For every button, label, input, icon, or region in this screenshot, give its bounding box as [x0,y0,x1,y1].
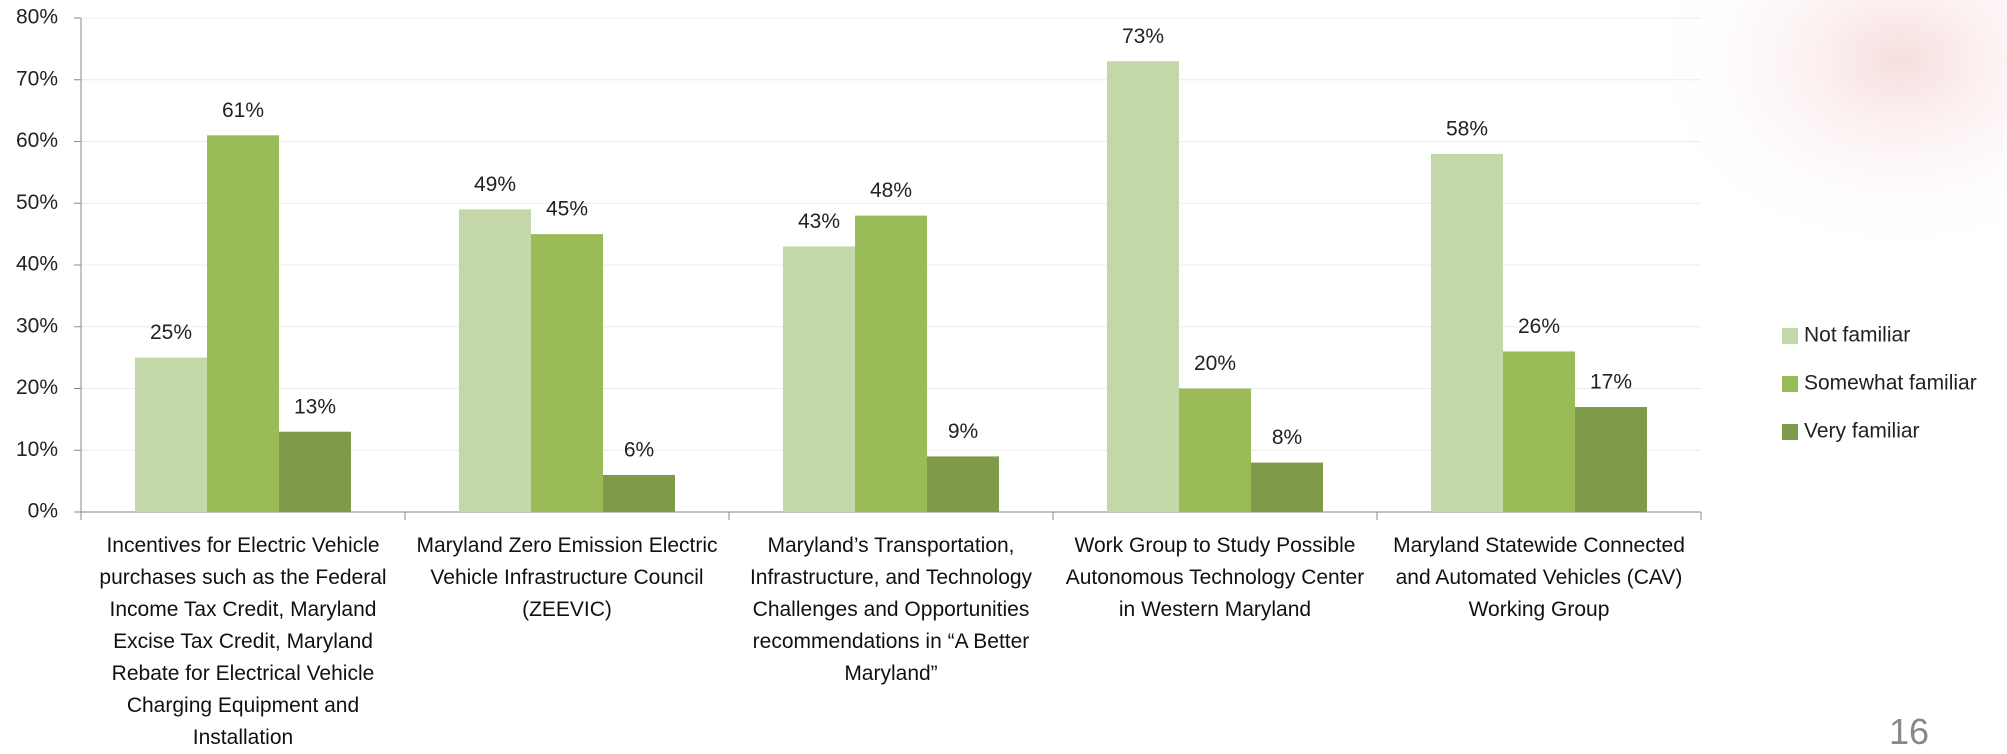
background-decoration [1640,0,2007,260]
value-label: 20% [1194,352,1236,375]
x-tick-label: Maryland Statewide Connected and Automat… [1393,534,1685,621]
value-label: 6% [624,438,654,461]
bar [1179,388,1251,512]
y-tick-label: 60% [16,129,58,152]
bar [207,135,279,512]
bar [459,209,531,513]
y-tick-label: 30% [16,314,58,337]
bar [855,215,927,512]
page-number: 16 [1888,711,1929,752]
value-label: 9% [948,420,978,443]
bar [279,431,351,512]
value-label: 49% [474,173,516,196]
y-tick-label: 20% [16,376,58,399]
y-tick-label: 50% [16,191,58,214]
bar [531,234,603,512]
value-label: 48% [870,179,912,202]
x-tick-label: Incentives for Electric Vehicle purchase… [99,534,387,749]
value-label: 43% [798,210,840,233]
value-label: 58% [1446,117,1488,140]
bar [1575,407,1647,512]
bar [1503,351,1575,512]
y-tick-label: 10% [16,438,58,461]
legend-label: Very familiar [1804,420,1920,443]
legend-swatch [1782,376,1798,392]
value-label: 61% [222,99,264,122]
value-label: 25% [150,321,192,344]
bar [1251,462,1323,512]
x-tick-label: Maryland’s Transportation, Infrastructur… [749,534,1033,685]
value-label: 73% [1122,25,1164,48]
value-label: 26% [1518,315,1560,338]
bar [1107,61,1179,512]
bar [603,474,675,512]
value-label: 8% [1272,426,1302,449]
y-tick-label: 80% [16,6,58,29]
legend-label: Somewhat familiar [1804,372,1977,395]
y-tick-label: 40% [16,253,58,276]
x-tick-label: Work Group to Study Possible Autonomous … [1065,534,1365,621]
bar [135,357,207,512]
value-label: 45% [546,198,588,221]
y-tick-label: 0% [28,500,58,523]
legend-swatch [1782,328,1798,344]
legend-swatch [1782,424,1798,440]
bar [1431,153,1503,512]
value-label: 13% [294,395,336,418]
x-tick-label: Maryland Zero Emission Electric Vehicle … [416,534,718,621]
bar [783,246,855,512]
bar [927,456,999,512]
legend-label: Not familiar [1804,324,1910,347]
value-label: 17% [1590,371,1632,394]
y-tick-label: 70% [16,67,58,90]
